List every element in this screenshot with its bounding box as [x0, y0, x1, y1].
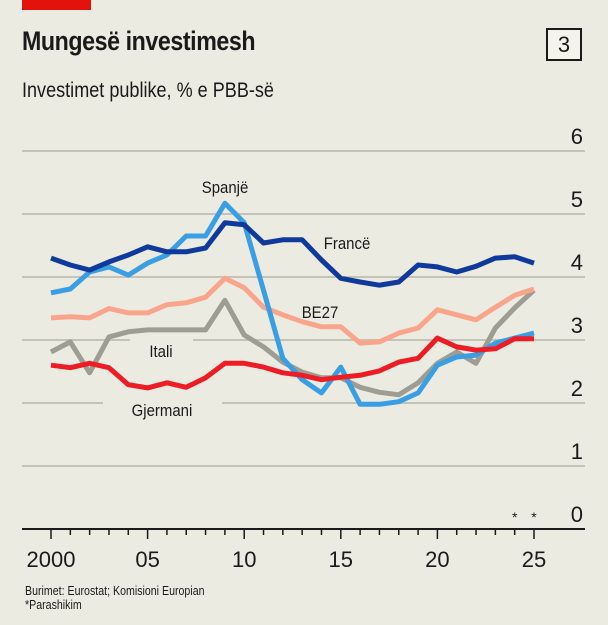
y-axis-labels: 0 1 2 3 4 5 6: [571, 124, 583, 527]
x-tick-label: 05: [135, 547, 159, 572]
x-tick-label: 10: [232, 547, 256, 572]
label-mask-gjermani: [103, 396, 222, 410]
label-mask-itali: [130, 333, 193, 347]
chart-number-badge: 3: [546, 28, 582, 61]
y-tick-label: 1: [571, 439, 583, 464]
x-tick-label: 25: [522, 547, 546, 572]
series-label: Gjermani: [132, 402, 193, 420]
source-note: Burimet: Eurostat; Komisioni Europian: [25, 584, 205, 598]
series-line-gjermani: [50, 335, 534, 391]
series-line-francë: [50, 220, 535, 288]
accent-tag: [22, 0, 91, 10]
chart-title: Mungesë investimesh: [22, 26, 256, 56]
series-label: BE27: [302, 304, 339, 322]
y-tick-label: 4: [571, 250, 583, 275]
series-label: Francë: [324, 235, 371, 253]
forecast-asterisk: *: [512, 509, 518, 525]
series-line-spanjë: [50, 200, 535, 407]
y-tick-label: 0: [571, 502, 583, 527]
series-line-be27: [50, 275, 535, 346]
chart-footer: Burimet: Eurostat; Komisioni Europian *P…: [25, 584, 205, 612]
label-masks: [103, 333, 222, 410]
series-labels: Spanjë Francë BE27 Itali Gjermani: [132, 179, 371, 420]
x-tick-label: 2000: [27, 547, 76, 572]
y-tick-label: 3: [571, 313, 583, 338]
y-tick-label: 6: [571, 124, 583, 149]
forecast-asterisk: *: [531, 509, 537, 525]
series-lines: [49, 200, 536, 407]
series-label: Spanjë: [202, 179, 249, 197]
x-tick-label: 20: [425, 547, 449, 572]
x-tick-label: 15: [329, 547, 353, 572]
series-label: Itali: [149, 343, 172, 361]
y-tick-label: 5: [571, 187, 583, 212]
chart-subtitle: Investimet publike, % e PBB-së: [22, 79, 274, 102]
x-axis: 2000 05 10 15 20 25 * *: [22, 509, 585, 572]
forecast-note: *Parashikim: [25, 598, 82, 612]
y-tick-label: 2: [571, 376, 583, 401]
